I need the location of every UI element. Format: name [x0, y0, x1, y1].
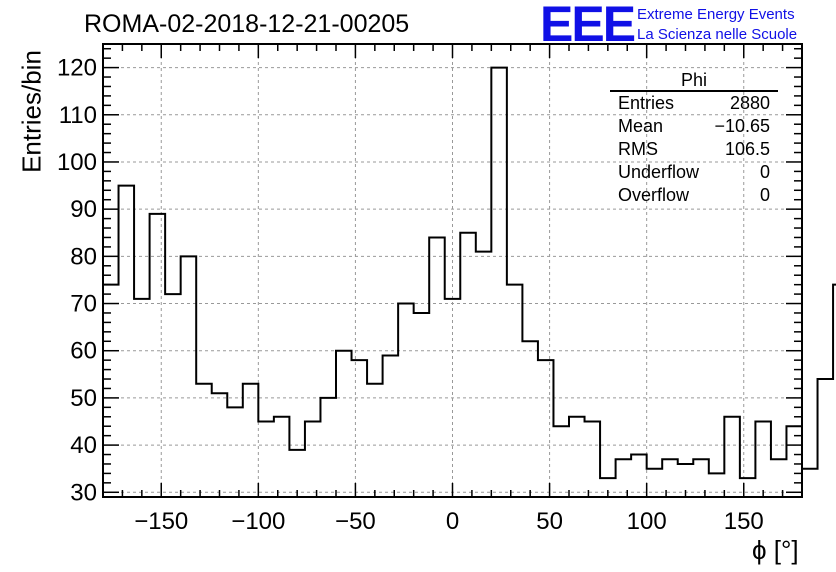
y-tick-label: 120	[57, 55, 97, 82]
histogram-bin	[383, 355, 399, 497]
stats-row: RMS 106.5	[610, 138, 778, 161]
histogram-bin	[740, 478, 756, 497]
histogram-bin	[274, 417, 290, 497]
histogram-outline	[103, 66, 836, 480]
histogram-bin	[150, 214, 166, 497]
stats-row: Entries 2880	[610, 92, 778, 115]
x-tick-label: 100	[627, 508, 667, 535]
histogram-bin	[818, 379, 834, 497]
stats-label: Underflow	[618, 162, 700, 182]
y-tick-label: 110	[59, 102, 97, 129]
histogram-bin	[709, 473, 725, 497]
histogram-bin	[196, 384, 212, 497]
histogram-bars	[103, 66, 836, 498]
axis-ticks: −150 −100 −50 0 50 100 150 30 40 50 60 70 80 90 100 110…	[57, 44, 803, 535]
histogram-bin	[103, 285, 119, 497]
stats-row: Overflow 0	[610, 184, 778, 207]
y-tick-label: 50	[70, 385, 97, 412]
histogram-bin	[786, 426, 802, 497]
stats-box: Phi Entries 2880 Mean −10.65 RMS 106.5 Unde…	[610, 70, 778, 207]
histogram-bin	[724, 417, 740, 497]
histogram-bin	[336, 351, 352, 497]
stats-row: Mean −10.65	[610, 115, 778, 138]
histogram-bin	[367, 384, 383, 497]
histogram-bin	[662, 459, 678, 497]
stats-label: Mean	[618, 116, 664, 136]
histogram-bin	[491, 68, 507, 497]
logo-line-2: La Scienza nelle Scuole	[637, 26, 798, 43]
histogram-bin	[647, 469, 663, 497]
histogram-bin	[165, 294, 181, 497]
x-tick-label: 50	[536, 508, 563, 535]
histogram-bin	[429, 237, 445, 497]
grid-lines	[103, 44, 802, 497]
histogram-bin	[134, 299, 150, 497]
x-tick-label: −150	[134, 508, 188, 535]
histogram-bin	[258, 422, 274, 498]
histogram-bin	[212, 393, 228, 497]
x-tick-label: 150	[724, 508, 764, 535]
x-tick-label: −100	[231, 508, 285, 535]
histogram-bin	[289, 450, 305, 497]
chart-title: ROMA-02-2018-12-21-00205	[84, 10, 410, 38]
stats-row: Underflow 0	[610, 161, 778, 184]
histogram-bin	[398, 304, 414, 497]
stats-label: RMS	[618, 139, 658, 159]
y-tick-label: 100	[57, 149, 97, 176]
y-axis-label: Entries/bin	[16, 50, 47, 173]
stats-value: 106.5	[724, 139, 770, 159]
x-tick-label: 0	[446, 508, 459, 535]
histogram-bin	[305, 422, 321, 498]
histogram-bin	[693, 459, 709, 497]
histogram-bin	[243, 384, 259, 497]
y-tick-label: 80	[70, 243, 97, 270]
histogram-bin	[802, 469, 818, 497]
stats-label: Entries	[618, 93, 675, 113]
histogram-bin	[553, 426, 569, 497]
histogram-bin	[352, 360, 368, 497]
y-tick-label: 60	[70, 338, 97, 365]
logo-line-1: Extreme Energy Events	[637, 6, 795, 23]
x-tick-label: −50	[335, 508, 376, 535]
y-tick-label: 30	[70, 479, 97, 506]
stats-value: 0	[759, 185, 770, 205]
histogram-bin	[460, 233, 476, 497]
histogram-bin	[119, 186, 135, 497]
histogram-bin	[538, 360, 554, 497]
stats-value: 2880	[729, 93, 770, 113]
histogram-bin	[755, 422, 771, 498]
histogram-bin	[771, 459, 787, 497]
stats-value: −10.65	[714, 116, 770, 136]
stats-label: Overflow	[618, 185, 690, 205]
y-tick-label: 90	[70, 196, 97, 223]
histogram-bin	[445, 299, 461, 497]
stats-title: Phi	[610, 70, 778, 92]
histogram-bin	[320, 398, 336, 497]
histogram-bin	[227, 407, 243, 497]
histogram-bin	[181, 256, 197, 497]
stats-value: 0	[759, 162, 770, 182]
histogram-bin	[507, 285, 523, 497]
histogram-bin	[569, 417, 585, 497]
histogram-bin	[585, 422, 601, 498]
x-axis-label: ϕ [°]	[752, 535, 799, 565]
histogram-bin	[631, 455, 647, 497]
eee-logo: EEE	[540, 0, 636, 52]
y-tick-label: 70	[70, 291, 97, 318]
histogram-bin	[476, 252, 492, 497]
y-tick-label: 40	[70, 432, 97, 459]
histogram-bin	[522, 341, 538, 497]
histogram-bin	[616, 459, 632, 497]
histogram-bin	[414, 313, 430, 497]
